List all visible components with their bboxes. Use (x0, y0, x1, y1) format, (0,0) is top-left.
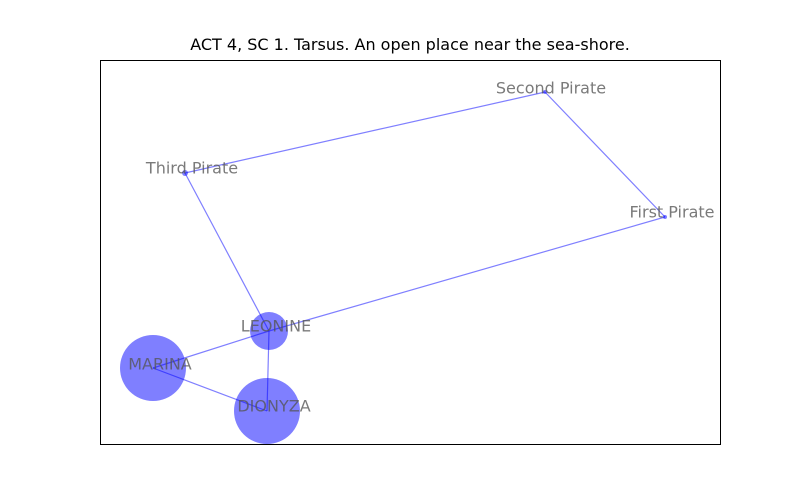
node-label-marina: MARINA (128, 355, 192, 374)
node-leonine (250, 312, 288, 350)
edge-first-pirate-leonine (268, 216, 666, 332)
labels-layer: Second Pirate Third Pirate First Pirate LEO… (128, 79, 714, 416)
node-label-third-pirate: Third Pirate (145, 159, 238, 178)
node-marina (120, 335, 186, 401)
edge-third-pirate-leonine (184, 172, 270, 332)
node-label-second-pirate: Second Pirate (496, 79, 606, 98)
node-label-first-pirate: First Pirate (630, 203, 715, 222)
node-third-pirate (182, 170, 188, 176)
edge-second-pirate-third-pirate (184, 91, 546, 174)
node-second-pirate (543, 90, 547, 94)
node-label-leonine: LEONINE (241, 317, 311, 336)
edge-second-pirate-first-pirate (544, 91, 666, 218)
nodes-layer (120, 90, 667, 444)
node-first-pirate (663, 215, 667, 219)
chart-title: ACT 4, SC 1. Tarsus. An open place near … (190, 35, 630, 54)
edges-layer (152, 91, 666, 412)
plot-frame (100, 60, 721, 445)
node-dionyza (234, 378, 300, 444)
node-label-dionyza: DIONYZA (237, 397, 310, 416)
